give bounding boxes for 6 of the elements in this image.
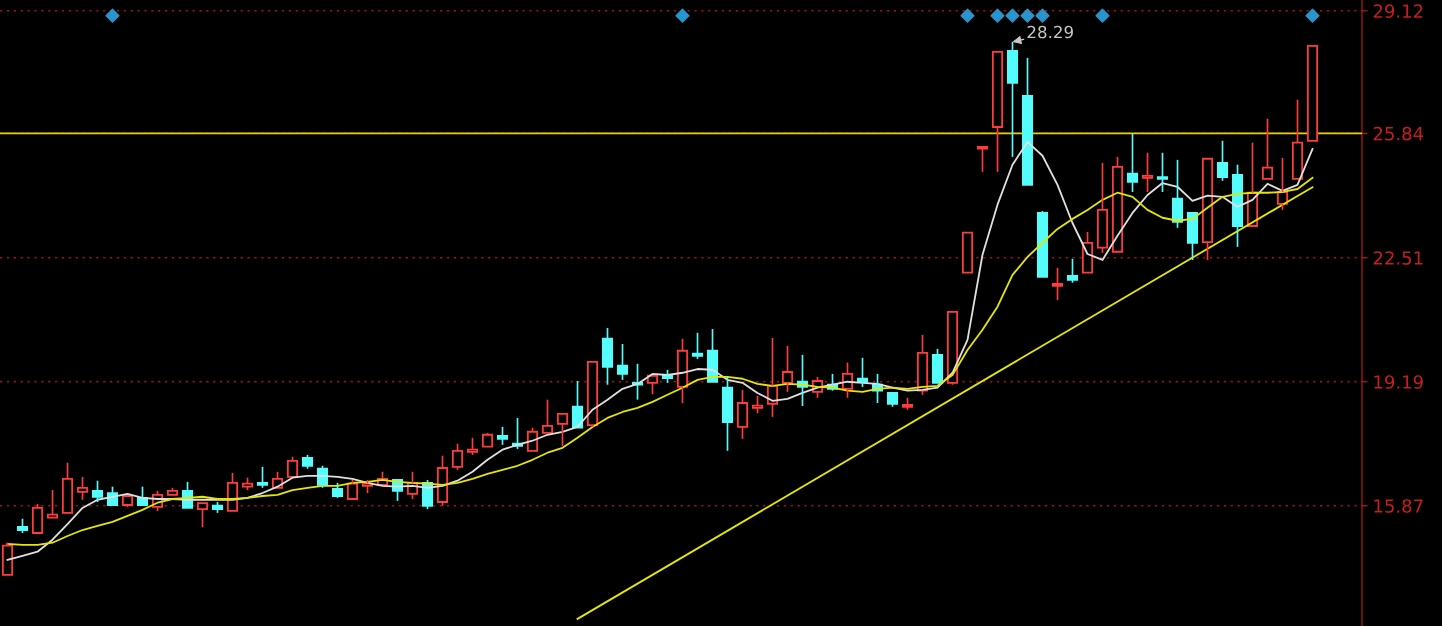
y-tick-label: 25.84 xyxy=(1373,126,1424,141)
y-tick-label: 22.51 xyxy=(1373,251,1423,265)
y-tick-label: 15.87 xyxy=(1374,499,1423,513)
y-tick-label: 29.12 xyxy=(1373,4,1423,18)
annotation: 28.29 xyxy=(1027,25,1073,39)
y-tick-label: 19.19 xyxy=(1374,375,1423,389)
